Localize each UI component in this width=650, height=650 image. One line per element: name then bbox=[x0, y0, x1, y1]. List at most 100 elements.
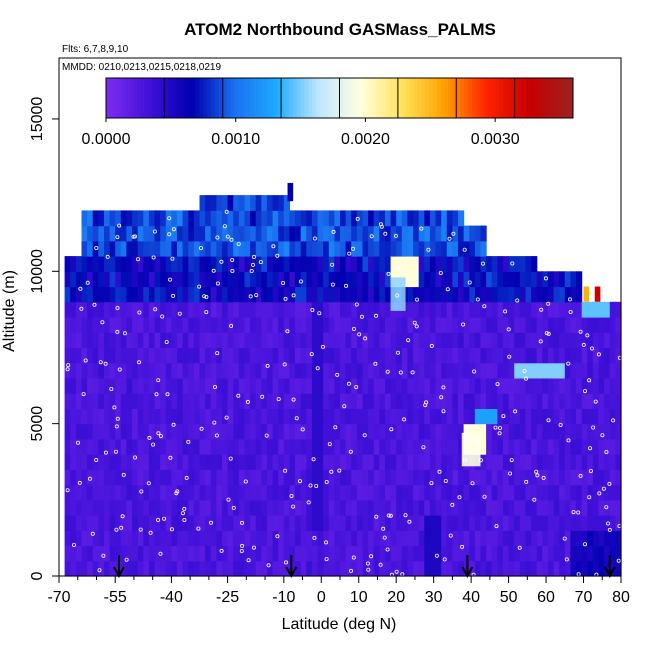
heat-cell bbox=[373, 408, 380, 425]
sample-point bbox=[374, 514, 379, 519]
heat-cell bbox=[244, 256, 251, 272]
heat-cell bbox=[64, 317, 71, 333]
heat-cell bbox=[463, 377, 470, 394]
heat-cell bbox=[368, 332, 375, 348]
heat-cell bbox=[222, 484, 229, 501]
heat-cell bbox=[182, 454, 189, 470]
heat-cell bbox=[356, 301, 364, 318]
heat-cell bbox=[272, 256, 279, 272]
heat-cell bbox=[553, 271, 560, 288]
heat-cell bbox=[429, 499, 437, 516]
heat-cell bbox=[250, 515, 257, 531]
heat-cell bbox=[160, 423, 167, 440]
heat-cell bbox=[519, 545, 526, 562]
heat-cell bbox=[255, 393, 262, 409]
heat-cell bbox=[160, 454, 167, 470]
sample-point bbox=[564, 557, 569, 562]
heat-cell bbox=[497, 469, 504, 486]
sample-point bbox=[76, 440, 81, 445]
heat-cell bbox=[413, 332, 420, 348]
sample-point bbox=[583, 542, 588, 547]
sample-point bbox=[117, 367, 122, 372]
heat-cell bbox=[81, 469, 88, 486]
heat-cell bbox=[266, 545, 274, 562]
heat-cell bbox=[261, 317, 268, 333]
heat-cell bbox=[255, 499, 262, 516]
heat-cell bbox=[368, 560, 375, 577]
heat-cell bbox=[345, 225, 352, 242]
sample-point bbox=[167, 232, 172, 237]
heat-cell bbox=[87, 545, 94, 562]
heat-cell bbox=[396, 377, 403, 394]
heat-cell bbox=[334, 423, 341, 440]
heat-cell bbox=[519, 332, 526, 348]
heat-cell bbox=[227, 454, 234, 470]
heat-cell bbox=[441, 210, 448, 227]
heat-cell bbox=[300, 469, 307, 486]
heat-cell bbox=[345, 454, 352, 470]
heat-cell bbox=[351, 423, 358, 440]
heat-cell bbox=[81, 408, 88, 425]
heat-cell bbox=[143, 317, 150, 333]
heat-cell bbox=[356, 347, 364, 364]
heat-cell bbox=[120, 545, 127, 562]
x-tick-label: 80 bbox=[612, 589, 630, 606]
heat-cell bbox=[98, 301, 105, 318]
heat-cell bbox=[441, 225, 448, 242]
heat-cell bbox=[98, 347, 105, 364]
heat-cell bbox=[171, 286, 178, 303]
heat-cell bbox=[222, 317, 229, 333]
colorbar-swatch bbox=[479, 78, 484, 118]
heat-cell bbox=[519, 347, 526, 364]
heat-cell bbox=[469, 332, 476, 348]
colorbar-swatch bbox=[335, 78, 340, 118]
heat-cell bbox=[604, 545, 611, 562]
heat-cell bbox=[441, 393, 448, 409]
sample-point bbox=[180, 511, 185, 516]
heat-cell bbox=[581, 377, 588, 394]
heat-cell bbox=[328, 301, 335, 318]
heat-cell bbox=[266, 240, 274, 257]
heat-cell bbox=[171, 317, 178, 333]
heat-cell bbox=[514, 484, 521, 501]
heat-cell bbox=[486, 408, 493, 425]
heat-cell bbox=[441, 347, 448, 364]
heat-cell bbox=[413, 377, 420, 394]
heat-cell bbox=[564, 317, 571, 333]
heat-cell bbox=[92, 438, 99, 455]
heat-cell bbox=[250, 347, 257, 364]
heat-cell bbox=[227, 377, 234, 394]
heat-cell bbox=[413, 545, 420, 562]
heat-cell bbox=[250, 530, 257, 547]
heat-cell bbox=[283, 408, 290, 425]
sample-point bbox=[309, 352, 314, 357]
heat-cell bbox=[227, 484, 234, 501]
heat-cell bbox=[497, 545, 504, 562]
heat-cell bbox=[615, 377, 622, 394]
heat-cell bbox=[334, 362, 341, 379]
heat-cell bbox=[609, 408, 616, 425]
heat-cell bbox=[446, 438, 453, 455]
heat-cell bbox=[137, 210, 144, 227]
sample-point bbox=[103, 450, 108, 455]
heat-cell bbox=[385, 301, 392, 318]
heat-cell bbox=[132, 408, 139, 425]
heat-cell bbox=[199, 377, 206, 394]
heat-cell bbox=[272, 454, 279, 470]
heat-cell bbox=[126, 423, 133, 440]
heat-cell bbox=[368, 469, 375, 486]
heat-cell bbox=[576, 560, 583, 577]
heat-cell bbox=[317, 301, 324, 318]
heat-cell bbox=[104, 271, 111, 288]
colorbar-swatch bbox=[234, 78, 239, 118]
heat-cell bbox=[559, 499, 566, 516]
heat-cell bbox=[581, 332, 588, 348]
heat-cell bbox=[87, 560, 94, 577]
heat-cell bbox=[193, 560, 201, 577]
heat-cell bbox=[441, 240, 448, 257]
heat-cell bbox=[250, 438, 257, 455]
heat-cell bbox=[177, 499, 184, 516]
heat-cell bbox=[407, 454, 414, 470]
colorbar-swatch bbox=[125, 78, 130, 118]
heat-cell bbox=[210, 347, 217, 364]
